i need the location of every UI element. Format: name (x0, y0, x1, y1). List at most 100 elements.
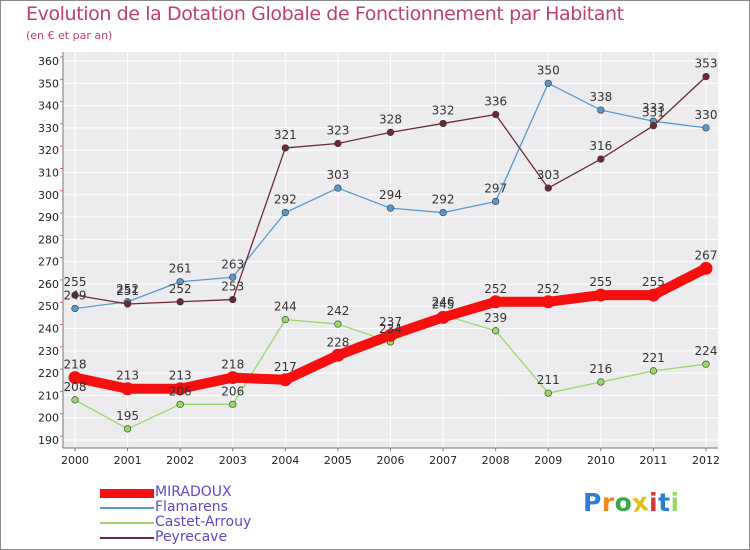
data-point-castet-arrouy (229, 400, 237, 408)
data-label-flamarens: 333 (642, 101, 665, 115)
data-point-flamarens (176, 278, 184, 286)
x-tick-label: 2001 (114, 454, 142, 467)
legend-swatch (100, 488, 154, 498)
data-labels: 249 252 261 263 292 303 294 292 297 350 338 333 330 2… (64, 57, 718, 423)
data-label-peyrecave: 328 (379, 112, 402, 126)
y-tick-label: 230 (38, 345, 59, 358)
data-label-flamarens: 303 (326, 168, 349, 182)
data-point-castet-arrouy (597, 378, 605, 386)
y-tick-label: 270 (38, 256, 59, 269)
data-label-peyrecave: 303 (537, 168, 560, 182)
data-point-miradoux (699, 261, 713, 275)
data-label-miradoux: 213 (116, 369, 139, 383)
data-point-peyrecave (649, 122, 658, 130)
data-label-miradoux: 237 (379, 315, 402, 329)
data-label-miradoux: 245 (432, 297, 455, 311)
y-tick-label: 330 (38, 122, 59, 135)
proxiti-logo: Proxiti (583, 487, 680, 518)
data-point-flamarens (492, 197, 500, 206)
legend-label: MIRADOUX (155, 484, 232, 500)
data-label-flamarens: 249 (64, 288, 87, 302)
y-tick-label: 350 (38, 77, 59, 90)
data-point-flamarens (597, 106, 605, 114)
data-point-castet-arrouy (649, 367, 658, 375)
data-label-flamarens: 297 (484, 181, 507, 195)
y-tick-label: 260 (38, 278, 59, 291)
y-tick-label: 300 (38, 189, 59, 202)
x-tick-label: 2010 (587, 454, 615, 467)
legend-swatch (100, 537, 154, 539)
data-point-flamarens (334, 184, 342, 192)
data-point-miradoux (436, 310, 450, 324)
x-tick-label: 2004 (271, 454, 299, 467)
chart-title: Evolution de la Dotation Globale de Fonc… (26, 3, 624, 25)
y-tick-label: 320 (38, 144, 59, 157)
data-label-miradoux: 228 (326, 335, 349, 349)
data-label-miradoux: 255 (642, 275, 665, 289)
data-label-peyrecave: 321 (274, 128, 297, 142)
data-label-peyrecave: 251 (116, 284, 139, 298)
data-point-flamarens (544, 79, 552, 87)
data-label-peyrecave: 253 (221, 280, 244, 294)
data-label-miradoux: 267 (695, 248, 718, 262)
data-label-castet-arrouy: 195 (116, 409, 139, 423)
y-tick-label: 250 (38, 300, 59, 313)
logo-letter: P (583, 488, 602, 517)
y-tick-label: 290 (38, 211, 59, 224)
data-label-flamarens: 330 (695, 108, 718, 122)
grid-lines (63, 52, 718, 448)
x-tick-label: 2002 (166, 454, 194, 467)
data-label-flamarens: 252 (116, 282, 139, 296)
y-tick-label: 220 (38, 367, 59, 380)
x-tick-label: 2009 (534, 454, 562, 467)
legend-label: Castet-Arrouy (155, 514, 252, 530)
data-point-flamarens (386, 204, 395, 212)
x-tick-label: 2008 (482, 454, 510, 467)
data-point-miradoux (594, 288, 608, 302)
data-label-flamarens: 263 (221, 257, 244, 271)
data-label-peyrecave: 353 (695, 57, 718, 71)
logo-letter: i (670, 488, 680, 517)
y-tick-label: 280 (38, 233, 59, 246)
data-label-peyrecave: 323 (326, 123, 349, 137)
data-point-peyrecave (597, 155, 605, 163)
data-label-peyrecave: 332 (432, 103, 455, 117)
data-label-castet-arrouy: 242 (326, 304, 349, 318)
data-point-castet-arrouy (334, 320, 342, 328)
x-tick-label: 2003 (219, 454, 247, 467)
data-point-peyrecave (492, 110, 500, 119)
data-label-miradoux: 213 (169, 369, 192, 383)
data-point-peyrecave (281, 144, 289, 152)
y-tick-label: 340 (38, 100, 59, 113)
data-label-castet-arrouy: 221 (642, 351, 665, 365)
data-label-miradoux: 252 (537, 282, 560, 296)
data-label-peyrecave: 255 (64, 275, 87, 289)
data-point-flamarens (439, 209, 447, 217)
data-label-castet-arrouy: 206 (221, 384, 244, 398)
data-label-castet-arrouy: 211 (537, 373, 560, 387)
data-point-miradoux (541, 295, 555, 309)
data-point-castet-arrouy (71, 396, 79, 404)
legend-swatch (100, 507, 154, 509)
data-label-castet-arrouy: 208 (64, 380, 87, 394)
y-tick-label: 240 (38, 323, 59, 336)
x-tick-label: 2006 (377, 454, 405, 467)
data-point-flamarens (281, 209, 289, 217)
data-point-miradoux (226, 371, 240, 385)
data-label-flamarens: 294 (379, 188, 402, 202)
data-point-peyrecave (71, 291, 79, 299)
logo-letter: o (614, 488, 633, 517)
data-label-miradoux: 218 (64, 358, 87, 372)
data-label-castet-arrouy: 206 (169, 384, 192, 398)
data-label-peyrecave: 316 (589, 139, 612, 153)
data-point-peyrecave (123, 300, 132, 308)
axes: 190 200 210 220 230 240 250 260 270 280 290 300 310 3… (38, 52, 720, 467)
x-tick-label: 2005 (324, 454, 352, 467)
data-point-miradoux (68, 371, 82, 385)
x-tick-label: 2007 (429, 454, 457, 467)
logo-letter: r (601, 488, 615, 517)
data-point-castet-arrouy (702, 360, 710, 368)
data-label-castet-arrouy: 216 (589, 362, 612, 376)
data-point-miradoux (489, 295, 503, 309)
data-point-peyrecave (386, 128, 395, 136)
